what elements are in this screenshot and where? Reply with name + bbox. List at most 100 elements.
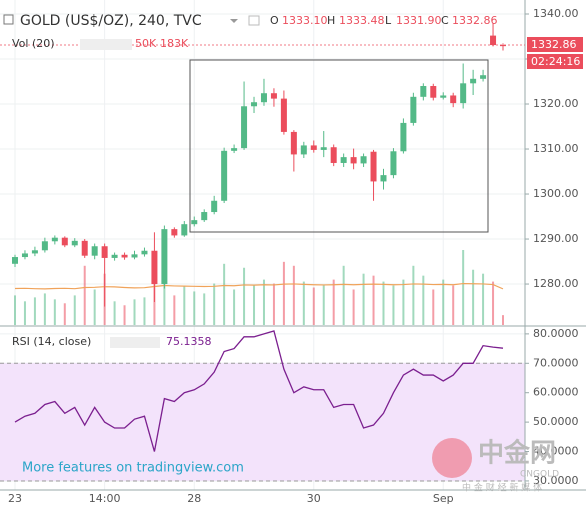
ohlc-high: 1333.48 [339, 14, 385, 27]
y-tick-label: 50.0000 [533, 415, 579, 428]
y-tick-label: 1280.00 [533, 277, 579, 290]
candle-body [440, 95, 447, 98]
y-tick-label: 1290.00 [533, 232, 579, 245]
candle-body [181, 224, 188, 236]
drawn-rectangle [189, 59, 489, 233]
volume-ma-line [14, 282, 504, 290]
candle-body [330, 147, 337, 163]
volume-bar [93, 289, 96, 325]
volume-bar [292, 265, 295, 325]
promo-link[interactable]: More features on tradingview.com [22, 461, 244, 476]
volume-bar [342, 265, 345, 325]
y-tick-label: 1320.00 [533, 97, 579, 110]
candle-body [21, 253, 28, 258]
candle-body [12, 257, 18, 264]
collapse-icon[interactable] [3, 14, 14, 25]
volume-bar [243, 267, 246, 325]
last-price: 1332.86 [531, 38, 577, 51]
candle-body [370, 151, 377, 182]
dropdown-icon[interactable] [230, 19, 238, 23]
candle-body [101, 246, 108, 258]
volume-bar [123, 305, 126, 325]
volume-bar [322, 285, 325, 325]
volume-ma-label: 183K [160, 37, 189, 50]
x-tick-label: 14:00 [89, 492, 121, 505]
volume-bar [14, 295, 16, 325]
candle-body [211, 200, 218, 213]
volume-bar [392, 285, 395, 325]
candle-body [320, 147, 327, 150]
candle-body [260, 93, 267, 103]
watermark-brand: CNGOLD [520, 470, 559, 480]
eye-icon[interactable] [248, 15, 260, 26]
y-tick-label: 1300.00 [533, 187, 579, 200]
candle-body [490, 35, 497, 46]
volume [14, 250, 504, 325]
y-tick-label: 70.0000 [533, 356, 579, 369]
y-tick-label: 80.0000 [533, 327, 579, 340]
candle-body [480, 75, 487, 79]
volume-bar [183, 285, 186, 325]
volume-bar [163, 269, 166, 325]
rsi-title: RSI (14, close) [12, 335, 91, 348]
volume-bar [133, 299, 136, 325]
candle-body [420, 86, 427, 97]
candle-body [41, 241, 48, 251]
last-price-tag [527, 37, 583, 52]
candle-body [161, 229, 168, 285]
y-tick-label: 1310.00 [533, 142, 579, 155]
x-tick-label: 23 [8, 492, 22, 505]
watermark-logo [432, 438, 472, 478]
ohlc-open: 1333.10 [282, 14, 328, 27]
volume-bar [73, 295, 76, 325]
y-tick-label: 40.0000 [533, 445, 579, 458]
volume-bar [302, 281, 305, 325]
candle-body [470, 78, 477, 84]
candles [12, 23, 506, 307]
volume-icons[interactable] [80, 39, 132, 50]
volume-bar [492, 281, 495, 325]
x-tick-label: Sep [433, 492, 454, 505]
volume-bar [193, 291, 196, 325]
volume-bar [382, 281, 385, 325]
volume-bar [63, 303, 66, 325]
candle-body [191, 220, 198, 225]
volume-bar [362, 273, 365, 325]
volume-bar [432, 289, 435, 325]
volume-bar [502, 315, 504, 325]
candle-body [460, 83, 467, 104]
candle-body [310, 145, 317, 150]
candle-body [290, 131, 297, 155]
volume-bar [143, 297, 146, 325]
volume-last: 50K [135, 37, 157, 50]
candle-body [410, 96, 417, 123]
volume-bar [482, 273, 485, 325]
candle-body [151, 250, 158, 285]
candle-body [251, 102, 258, 107]
x-tick-label: 30 [307, 492, 321, 505]
volume-bar [472, 269, 475, 325]
candle-body [91, 246, 98, 256]
ohlc-close: 1332.86 [452, 14, 498, 27]
volume-bar [352, 289, 355, 325]
ohlc-low: 1331.90 [396, 14, 442, 27]
candle-body [81, 240, 88, 256]
countdown-tag [527, 54, 583, 69]
rsi-band-fill [0, 363, 525, 481]
candle-body [340, 157, 347, 163]
chart-title: GOLD (US$/OZ), 240, TVC [20, 13, 202, 29]
volume-bar [53, 299, 56, 325]
rsi-icons[interactable] [110, 337, 160, 348]
volume-bar [203, 293, 206, 325]
volume-bar [253, 285, 256, 325]
volume-bar [23, 301, 26, 325]
candle-body [141, 250, 148, 255]
candle-body [390, 151, 397, 176]
candle-body [300, 145, 307, 155]
volume-bar [372, 275, 375, 325]
candle-body [360, 156, 367, 164]
candle-body [131, 254, 138, 258]
watermark-name: 中金网 [478, 438, 556, 469]
x-tick-label: 28 [187, 492, 201, 505]
